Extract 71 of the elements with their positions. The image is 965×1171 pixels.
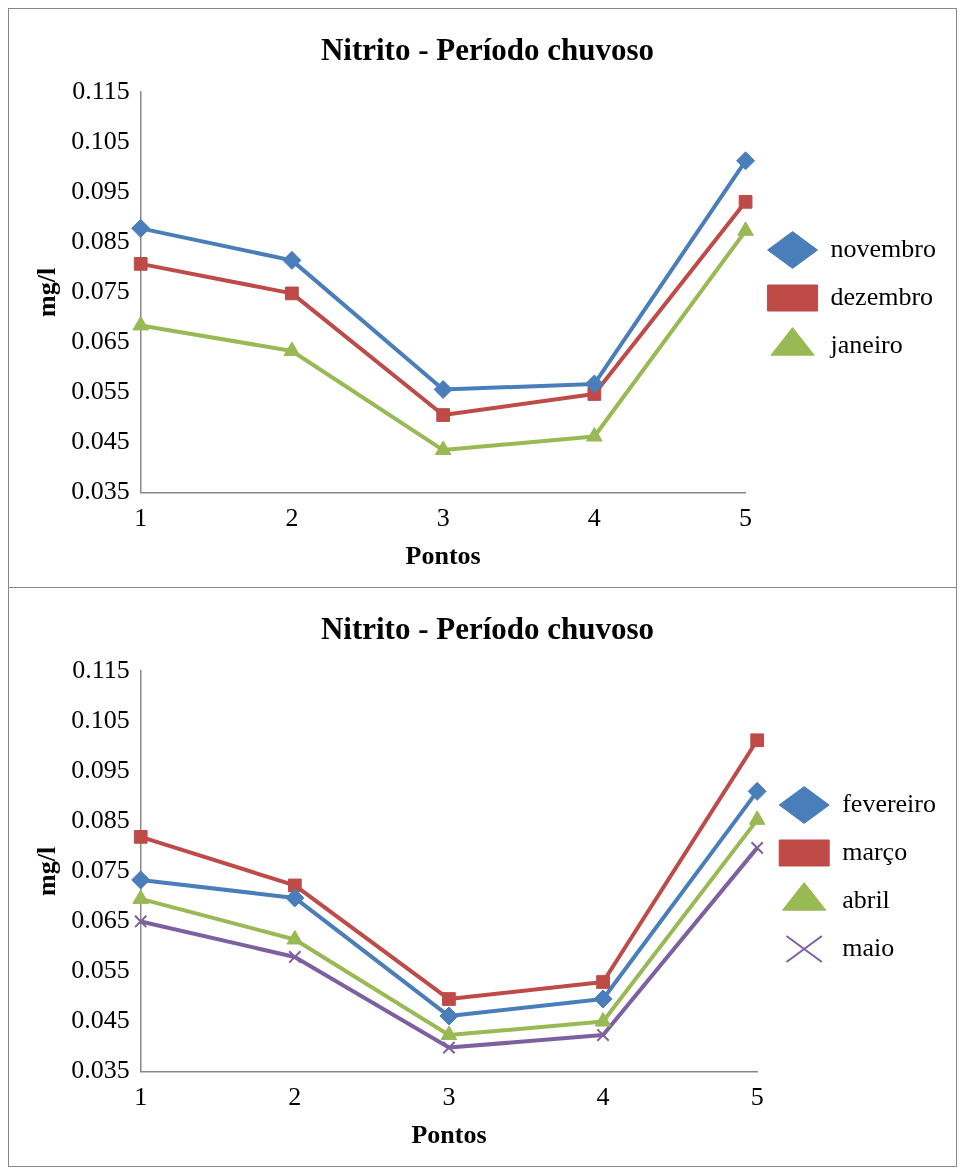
y-axis-title: mg/l [32,267,62,317]
y-tick-label: 0.115 [72,76,130,106]
x-axis-title: Pontos [411,1120,487,1150]
point [747,781,767,801]
x-tick-label: 2 [285,503,299,533]
point [133,830,148,844]
y-tick-label: 0.035 [71,476,130,506]
legend-label: abril [842,884,890,914]
y-tick-label: 0.065 [71,326,130,356]
y-tick-label: 0.055 [71,376,130,406]
point [586,427,603,442]
point [596,975,610,989]
x-axis-title: Pontos [405,541,481,571]
y-tick-label: 0.035 [71,1055,130,1085]
point [584,374,604,394]
point [283,341,301,356]
point [593,989,613,1009]
x-tick-label: 3 [442,1082,456,1112]
y-tick-label: 0.075 [71,276,130,306]
y-tick-label: 0.085 [71,805,130,835]
x-tick-label: 4 [596,1082,610,1112]
point [440,1025,458,1041]
y-tick-label: 0.095 [71,755,130,785]
chart-title: Nitrito - Período chuvoso [320,31,655,67]
point [594,1012,612,1027]
point [132,315,149,331]
x-tick-label: 4 [587,503,601,533]
point [738,194,753,209]
legend-label: fevereiro [842,788,937,818]
point [285,286,299,301]
y-tick-label: 0.105 [71,126,130,156]
point [436,408,450,422]
point [133,257,148,271]
y-tick-label: 0.045 [71,1005,130,1035]
legend-label: março [842,836,908,866]
x-tick-label: 5 [750,1082,764,1112]
chart-title: Nitrito - Período chuvoso [320,610,655,646]
y-axis-title: mg/l [32,846,62,896]
y-tick-label: 0.065 [71,905,130,935]
point [439,1006,459,1026]
point [131,870,151,890]
x-tick-label: 1 [134,1082,148,1112]
point [442,1040,456,1055]
x-tick-label: 1 [134,503,148,533]
point [131,218,151,238]
point [596,1028,610,1042]
legend-label: dezembro [830,281,934,311]
x-tick-label: 5 [739,503,753,533]
point [285,888,305,908]
point [750,733,765,748]
point [282,250,302,270]
point [736,151,756,171]
legend-label: novembro [830,233,936,263]
point [433,380,453,399]
point [442,992,456,1006]
legend-label: maio [842,932,895,962]
x-tick-label: 3 [436,503,450,533]
y-tick-label: 0.105 [71,705,130,735]
y-tick-label: 0.095 [71,176,130,206]
y-tick-label: 0.085 [71,226,130,256]
point [287,878,302,893]
x-tick-label: 2 [288,1082,302,1112]
point [434,440,452,456]
point [750,841,764,855]
y-tick-label: 0.115 [72,655,130,685]
y-tick-label: 0.075 [71,855,130,885]
y-tick-label: 0.055 [71,955,130,985]
y-tick-label: 0.045 [71,426,130,456]
point [134,914,148,929]
point [288,950,302,964]
legend-label: janeiro [829,329,903,359]
